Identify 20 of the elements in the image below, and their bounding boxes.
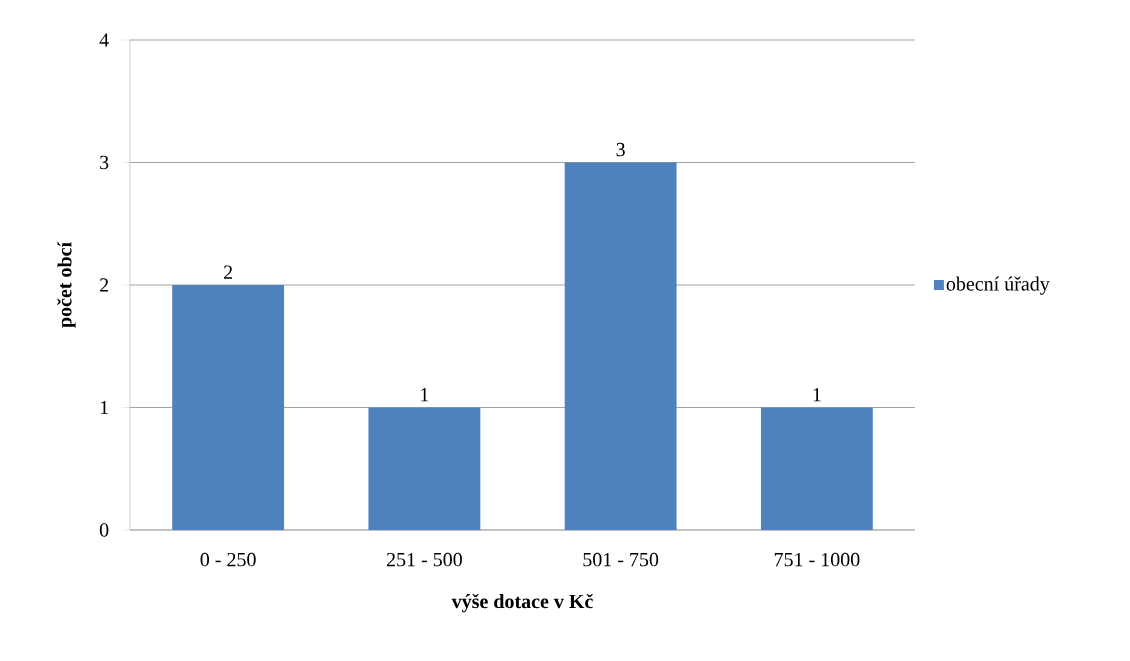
y-tick-label: 1 bbox=[100, 400, 108, 415]
legend-label: obecní úřady bbox=[946, 276, 1050, 295]
bar bbox=[368, 407, 481, 530]
x-tick-label: 0 - 250 bbox=[200, 552, 256, 567]
y-tick-label: 3 bbox=[100, 155, 109, 170]
y-tick-label: 0 bbox=[99, 523, 109, 537]
data-label: 2 bbox=[224, 265, 233, 279]
x-axis-title: výše dotace v Kč bbox=[451, 593, 593, 613]
x-tick-label: 751 - 1000 bbox=[774, 552, 860, 567]
bar bbox=[564, 162, 677, 530]
y-tick-label: 2 bbox=[100, 278, 109, 292]
data-label: 1 bbox=[421, 388, 429, 402]
y-tick-label: 4 bbox=[99, 33, 109, 47]
bar bbox=[760, 407, 873, 530]
data-label: 3 bbox=[616, 142, 625, 157]
y-axis-title: počet obcí bbox=[57, 241, 76, 328]
x-tick-label: 501 - 750 bbox=[583, 552, 659, 567]
x-tick-label: 251 - 500 bbox=[386, 552, 462, 567]
bar bbox=[172, 284, 285, 530]
data-label: 1 bbox=[813, 388, 821, 402]
